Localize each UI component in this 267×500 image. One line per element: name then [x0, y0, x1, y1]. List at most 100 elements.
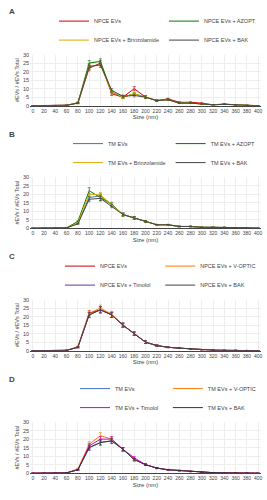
svg-text:240: 240: [164, 230, 173, 236]
svg-text:40: 40: [53, 108, 59, 114]
svg-text:TM EVs + Timolol: TM EVs + Timolol: [115, 405, 158, 411]
svg-text:120: 120: [96, 108, 105, 114]
svg-text:280: 280: [186, 353, 195, 359]
svg-text:#EVs / #EVs Total: #EVs / #EVs Total: [14, 426, 20, 470]
svg-text:NPCE EVs: NPCE EVs: [100, 263, 127, 269]
svg-text:400: 400: [254, 108, 263, 114]
svg-text:200: 200: [141, 108, 150, 114]
svg-text:20: 20: [41, 475, 47, 481]
svg-text:320: 320: [209, 230, 218, 236]
svg-text:260: 260: [175, 353, 184, 359]
svg-text:5: 5: [26, 94, 29, 100]
svg-text:280: 280: [186, 475, 195, 481]
svg-text:220: 220: [153, 353, 162, 359]
svg-text:320: 320: [209, 353, 218, 359]
svg-text:20: 20: [23, 314, 29, 320]
svg-text:C: C: [9, 252, 15, 261]
svg-text:380: 380: [243, 108, 252, 114]
svg-text:20: 20: [23, 436, 29, 442]
svg-text:5: 5: [26, 217, 29, 223]
svg-text:260: 260: [175, 230, 184, 236]
svg-text:NPCE EVs + AZOPT: NPCE EVs + AZOPT: [204, 18, 256, 24]
svg-text:80: 80: [75, 475, 81, 481]
svg-text:160: 160: [119, 230, 128, 236]
svg-text:120: 120: [96, 475, 105, 481]
svg-text:25: 25: [23, 428, 29, 434]
svg-text:240: 240: [164, 475, 173, 481]
svg-text:380: 380: [243, 475, 252, 481]
svg-text:240: 240: [164, 353, 173, 359]
svg-text:380: 380: [243, 353, 252, 359]
svg-text:25: 25: [23, 60, 29, 66]
svg-text:340: 340: [220, 230, 229, 236]
svg-text:60: 60: [64, 230, 70, 236]
svg-text:160: 160: [119, 353, 128, 359]
svg-text:60: 60: [64, 475, 70, 481]
svg-text:20: 20: [23, 191, 29, 197]
svg-text:#EVs / #EVs Total: #EVs / #EVs Total: [14, 303, 20, 347]
svg-text:40: 40: [53, 475, 59, 481]
svg-text:300: 300: [198, 353, 207, 359]
svg-text:340: 340: [220, 108, 229, 114]
svg-text:200: 200: [141, 230, 150, 236]
svg-text:100: 100: [85, 353, 94, 359]
svg-text:240: 240: [164, 108, 173, 114]
svg-text:#EVs / #EVs Total: #EVs / #EVs Total: [14, 181, 20, 225]
svg-text:A: A: [9, 7, 15, 16]
svg-text:340: 340: [220, 475, 229, 481]
svg-text:30: 30: [23, 419, 29, 425]
svg-text:10: 10: [23, 86, 29, 92]
svg-text:15: 15: [23, 445, 29, 451]
svg-text:400: 400: [254, 230, 263, 236]
svg-text:140: 140: [108, 475, 117, 481]
svg-text:D: D: [9, 375, 15, 384]
svg-text:160: 160: [119, 108, 128, 114]
svg-text:#EVs / #EVs Total: #EVs / #EVs Total: [14, 58, 20, 102]
svg-text:NPCE EVs: NPCE EVs: [94, 18, 121, 24]
svg-text:B: B: [9, 130, 15, 139]
svg-text:380: 380: [243, 230, 252, 236]
svg-text:Size (nm): Size (nm): [133, 482, 159, 488]
svg-text:NPCE EVs + BAK: NPCE EVs + BAK: [200, 282, 245, 288]
svg-text:200: 200: [141, 353, 150, 359]
svg-text:100: 100: [85, 475, 94, 481]
svg-text:NPCE EVs + Brinzolamide: NPCE EVs + Brinzolamide: [94, 37, 159, 43]
svg-text:280: 280: [186, 108, 195, 114]
svg-text:80: 80: [75, 353, 81, 359]
svg-text:120: 120: [96, 230, 105, 236]
svg-text:360: 360: [231, 108, 240, 114]
svg-text:30: 30: [23, 297, 29, 303]
svg-text:180: 180: [130, 108, 139, 114]
svg-text:20: 20: [41, 353, 47, 359]
svg-text:180: 180: [130, 353, 139, 359]
svg-text:25: 25: [23, 183, 29, 189]
svg-text:60: 60: [64, 108, 70, 114]
svg-text:TM EVs: TM EVs: [115, 386, 135, 392]
svg-text:320: 320: [209, 108, 218, 114]
svg-text:40: 40: [53, 353, 59, 359]
svg-text:20: 20: [41, 230, 47, 236]
svg-text:100: 100: [85, 108, 94, 114]
svg-text:300: 300: [198, 475, 207, 481]
svg-text:300: 300: [198, 108, 207, 114]
svg-text:TM EVs + V-OPTIC: TM EVs + V-OPTIC: [208, 386, 256, 392]
svg-text:180: 180: [130, 230, 139, 236]
svg-text:200: 200: [141, 475, 150, 481]
svg-text:TM EVs + BAK: TM EVs + BAK: [211, 160, 248, 166]
svg-text:360: 360: [231, 475, 240, 481]
svg-text:60: 60: [64, 353, 70, 359]
svg-text:10: 10: [23, 331, 29, 337]
svg-text:0: 0: [31, 475, 34, 481]
svg-text:Size (nm): Size (nm): [133, 114, 159, 120]
svg-text:120: 120: [96, 353, 105, 359]
svg-text:140: 140: [108, 108, 117, 114]
svg-text:320: 320: [209, 475, 218, 481]
svg-text:260: 260: [175, 475, 184, 481]
svg-text:0: 0: [26, 225, 29, 231]
svg-text:140: 140: [108, 353, 117, 359]
svg-text:0: 0: [26, 470, 29, 476]
svg-text:Size (nm): Size (nm): [133, 237, 159, 243]
svg-text:15: 15: [23, 77, 29, 83]
svg-text:340: 340: [220, 353, 229, 359]
svg-text:280: 280: [186, 230, 195, 236]
